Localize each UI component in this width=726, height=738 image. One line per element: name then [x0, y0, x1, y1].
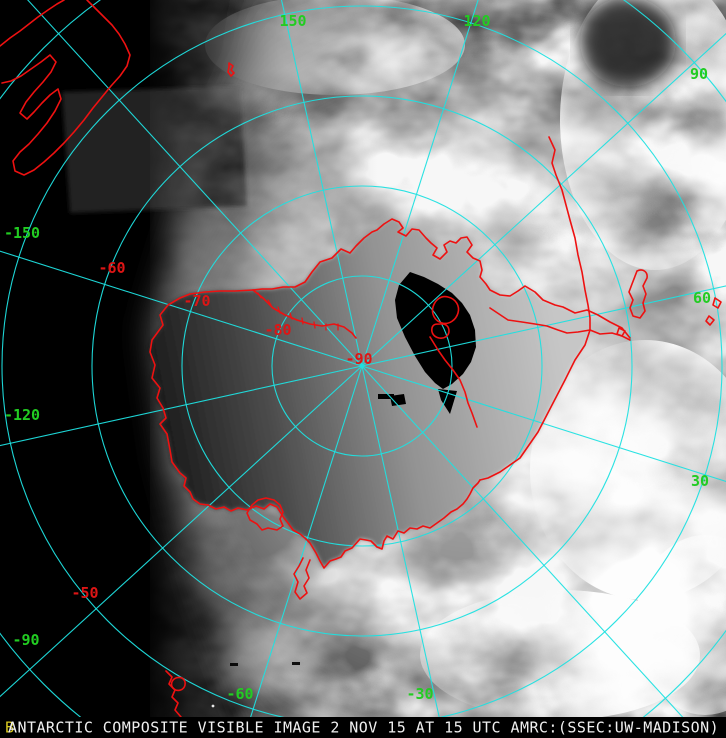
grid-labels: 150 120 90 60 30 -150 -120 -90 -60 -30 -50 -60 -70 -8…	[4, 12, 711, 703]
meridian-line	[361, 365, 684, 717]
meridian-line	[27, 0, 363, 367]
meridian-line	[361, 32, 726, 367]
longitude-label: 30	[691, 472, 709, 490]
longitude-label: -120	[4, 406, 40, 424]
longitude-label: -150	[4, 224, 40, 242]
islet-right-1	[712, 297, 722, 309]
coast-top-connector	[167, 289, 254, 306]
chile-coast	[165, 670, 182, 717]
meridian-line	[0, 250, 363, 367]
longitude-label: -30	[406, 685, 433, 703]
wedge-coast-loop-b	[431, 323, 450, 339]
star-dot	[211, 704, 215, 708]
ice-shelf-edge-lower	[489, 307, 631, 341]
meridian-line	[361, 365, 726, 483]
east-coast	[479, 136, 591, 481]
heard-island	[616, 327, 626, 337]
wedge-coast-strand	[429, 336, 478, 428]
coastline-overlay	[0, 0, 722, 717]
meridian-line	[361, 285, 726, 367]
west-south-coastline	[149, 304, 481, 569]
meridian-line	[0, 365, 363, 447]
islet-right-2	[705, 315, 715, 326]
longitude-label: 90	[690, 65, 708, 83]
latitude-label: -50	[71, 584, 98, 602]
peninsula-tip	[293, 557, 311, 600]
antarctica-ice-sheet	[150, 219, 590, 568]
latitude-circle	[181, 185, 543, 547]
longitude-label: 60	[693, 289, 711, 307]
longitude-label: -90	[12, 631, 39, 649]
meridian-line	[361, 365, 440, 717]
alexander-island	[246, 497, 284, 531]
latitude-circle	[271, 275, 453, 457]
image-caption: ANTARCTIC COMPOSITE VISIBLE IMAGE 2 NOV …	[8, 719, 719, 737]
new-zealand-east	[1, 0, 131, 176]
kerguelen-island	[628, 269, 648, 319]
shelf-edge-ticked	[252, 289, 357, 339]
meridian-line	[280, 0, 363, 367]
caption-bar: B ANTARCTIC COMPOSITE VISIBLE IMAGE 2 NO…	[0, 717, 726, 738]
cloud-gap-dark	[580, 0, 676, 87]
meridian-line	[250, 365, 363, 717]
antarctica-coastline	[252, 218, 631, 339]
meridian-line	[0, 365, 363, 698]
latitude-label: -60	[98, 259, 125, 277]
wedge-coast-loop-a	[431, 295, 460, 325]
longitude-label: 150	[279, 12, 306, 30]
chile-islet	[170, 676, 186, 692]
latitude-circle	[1, 5, 723, 717]
latitude-label: -70	[183, 292, 210, 310]
meridian-line	[361, 0, 479, 367]
latitude-label: -80	[264, 321, 291, 339]
latitude-circle	[91, 95, 633, 637]
macquarie-island	[227, 62, 235, 77]
latitude-label: -90	[345, 350, 372, 368]
longitude-label: -60	[226, 685, 253, 703]
new-zealand-west	[0, 0, 65, 47]
cursor-overlay-char: B	[5, 719, 14, 737]
shelf-edge-ticks	[257, 292, 339, 331]
longitude-label: 120	[463, 12, 490, 30]
